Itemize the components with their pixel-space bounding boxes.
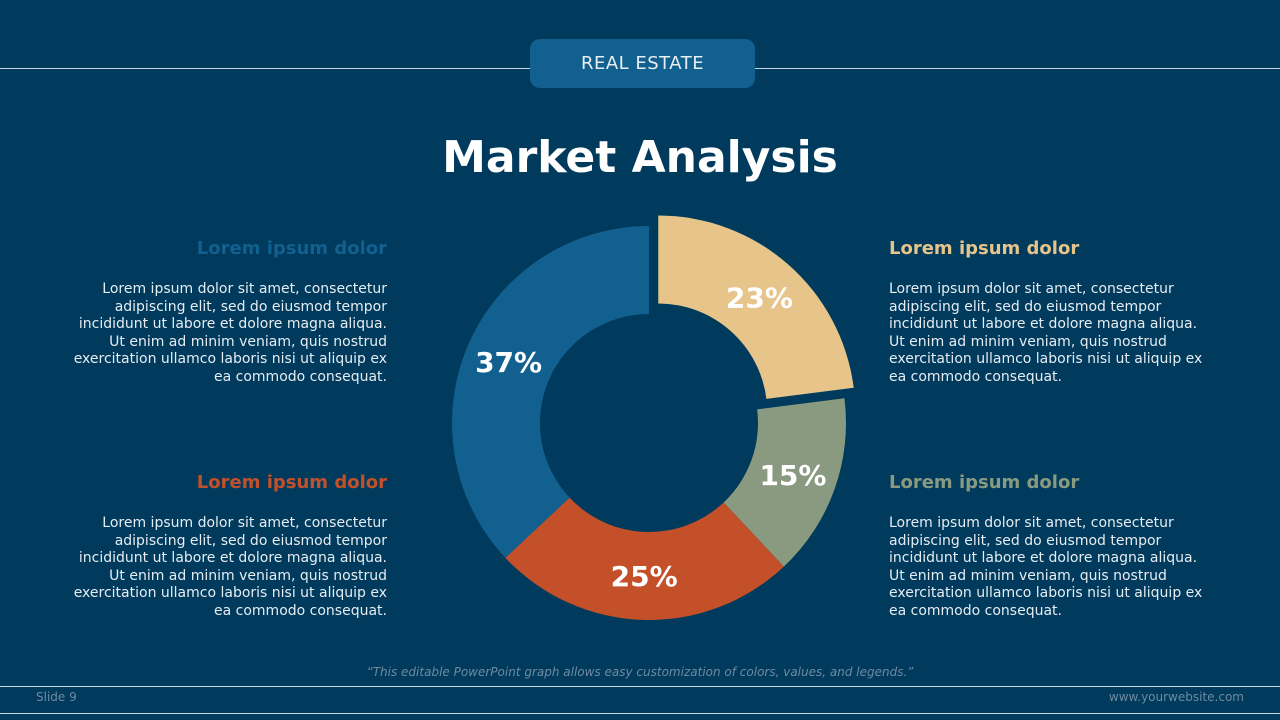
block-body: Lorem ipsum dolor sit amet, consectetur … (889, 515, 1203, 619)
footer-bottom-divider (0, 713, 1280, 714)
block-body: Lorem ipsum dolor sit amet, consectetur … (889, 281, 1203, 385)
text-block-bottom-right: Lorem ipsum dolor Lorem ipsum dolor sit … (889, 472, 1219, 620)
donut-slice-0 (658, 215, 854, 399)
block-heading: Lorem ipsum dolor (889, 472, 1080, 493)
text-block-top-left: Lorem ipsum dolor Lorem ipsum dolor sit … (57, 238, 387, 386)
donut-slice-label-1: 15% (759, 459, 826, 492)
block-heading: Lorem ipsum dolor (196, 238, 387, 259)
text-block-bottom-left: Lorem ipsum dolor Lorem ipsum dolor sit … (57, 472, 387, 620)
donut-chart: 23% 15% 25% 37% (452, 215, 854, 620)
chart-caption: “This editable PowerPoint graph allows e… (366, 665, 914, 679)
slide-number: Slide 9 (36, 690, 77, 704)
donut-slice-label-0: 23% (726, 282, 793, 315)
block-body: Lorem ipsum dolor sit amet, consectetur … (73, 515, 387, 619)
slide-title: Market Analysis (442, 132, 838, 183)
block-heading: Lorem ipsum dolor (889, 238, 1080, 259)
donut-slice-3 (452, 226, 649, 558)
block-heading: Lorem ipsum dolor (196, 472, 387, 493)
category-tag: REAL ESTATE (530, 39, 755, 88)
donut-slice-1 (723, 398, 846, 567)
donut-slice-2 (505, 497, 784, 620)
text-block-top-right: Lorem ipsum dolor Lorem ipsum dolor sit … (889, 238, 1219, 386)
donut-slice-label-3: 37% (475, 346, 542, 379)
website-link: www.yourwebsite.com (1108, 690, 1244, 704)
block-body: Lorem ipsum dolor sit amet, consectetur … (73, 281, 387, 385)
footer-divider (0, 686, 1280, 687)
donut-slice-label-2: 25% (611, 560, 678, 593)
